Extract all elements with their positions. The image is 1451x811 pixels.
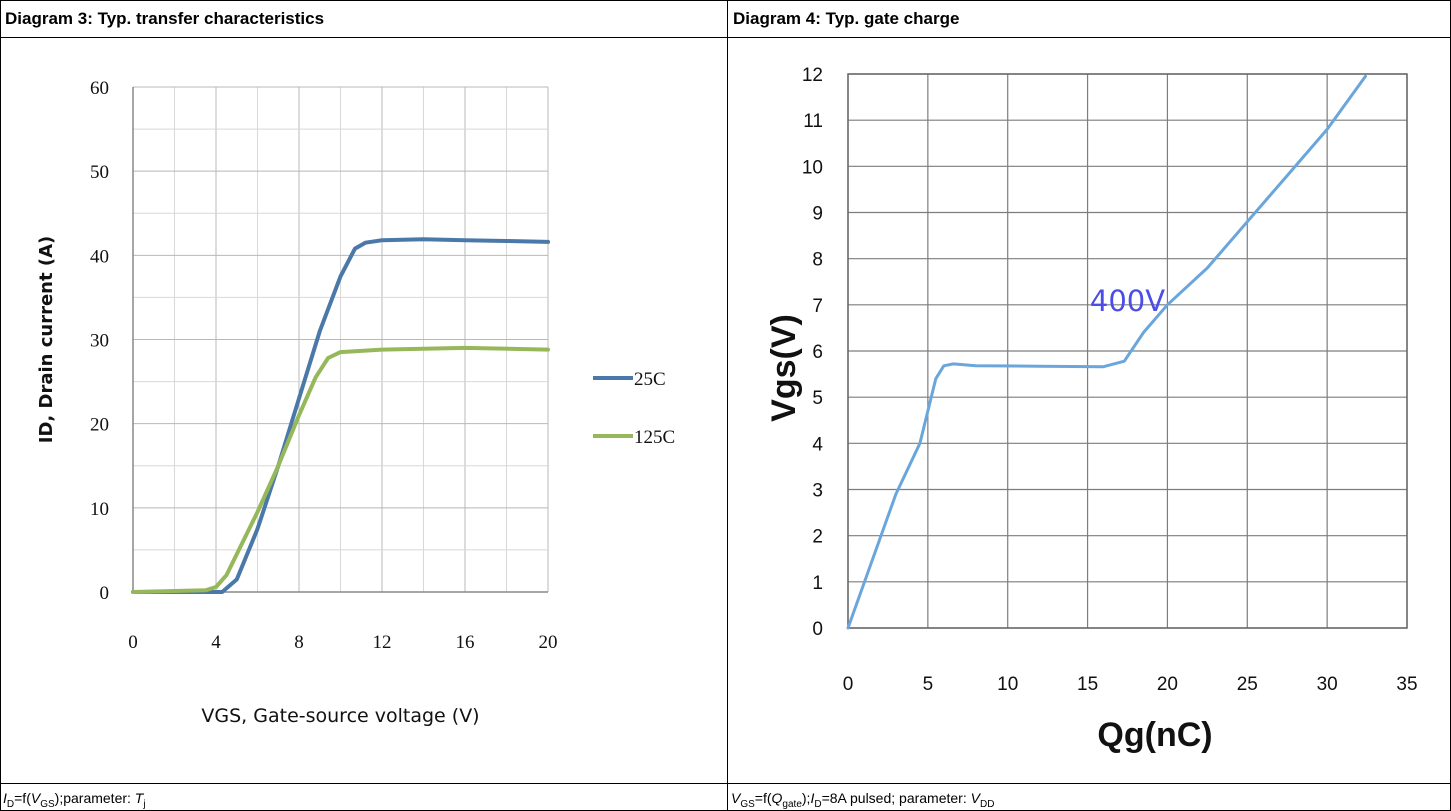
- y-tick-label: 1: [812, 573, 823, 594]
- y-tick-label: 2: [812, 527, 823, 548]
- y-tick-label: 40: [90, 246, 109, 267]
- x-axis-label: Qg(nC): [1097, 716, 1212, 754]
- diagram-3-footer: ID=f(VGS);parameter: Tj: [0, 783, 727, 811]
- x-tick-label: 8: [294, 632, 304, 653]
- diagram-3-panel: Diagram 3: Typ. transfer characteristics…: [0, 0, 727, 811]
- y-tick-label: 4: [812, 434, 823, 455]
- y-tick-label: 10: [802, 157, 823, 178]
- x-tick-label: 12: [373, 632, 392, 653]
- x-tick-label: 20: [1157, 674, 1178, 695]
- y-tick-label: 11: [803, 111, 823, 132]
- transfer-characteristics-chart: 0 4 8 12 16 20 0 10 20 30 40 50 60 VGS, Gate-source v…: [36, 78, 675, 727]
- y-tick-label: 20: [90, 415, 109, 436]
- x-tick-label: 4: [211, 632, 221, 653]
- y-axis-label: Vgs(V): [765, 314, 803, 422]
- series-line-25C: [131, 237, 550, 594]
- series-line: [846, 74, 1367, 630]
- voltage-annotation: 400V: [1090, 284, 1165, 318]
- y-tick-label: 9: [812, 204, 823, 225]
- x-tick-label: 10: [997, 674, 1018, 695]
- diagram-4-panel: Diagram 4: Typ. gate charge 0 5 10 15 20 25 30…: [728, 0, 1451, 811]
- gate-charge-chart: 0 5 10 15 20 25 30 350123456789101112Qg(nC)Vgs(…: [765, 65, 1418, 754]
- y-tick-label: 0: [100, 583, 110, 604]
- panel-divider: [727, 0, 728, 811]
- x-tick-label: 35: [1396, 674, 1417, 695]
- legend-label-25C: 25C: [634, 369, 666, 390]
- y-tick-label: 60: [90, 78, 109, 99]
- x-tick-label: 30: [1317, 674, 1338, 695]
- series-line-125C: [131, 345, 550, 594]
- x-tick-label: 25: [1237, 674, 1258, 695]
- x-tick-label: 0: [843, 674, 854, 695]
- x-axis-label: VGS, Gate-source voltage (V): [201, 705, 479, 727]
- x-tick-label: 5: [923, 674, 934, 695]
- y-tick-label: 8: [812, 250, 823, 271]
- y-axis-label: ID, Drain current (A): [36, 236, 57, 443]
- y-tick-label: 50: [90, 162, 109, 183]
- x-tick-label: 15: [1077, 674, 1098, 695]
- plot-border: [847, 73, 1408, 629]
- x-tick-label: 0: [128, 632, 138, 653]
- y-tick-label: 10: [90, 499, 109, 520]
- y-tick-label: 30: [90, 331, 109, 352]
- diagram-4-footer: VGS=f(Qgate);ID=8A pulsed; parameter: VD…: [728, 783, 1451, 811]
- y-tick-label: 7: [812, 296, 823, 317]
- legend-label-125C: 125C: [634, 427, 675, 448]
- y-tick-label: 5: [812, 388, 823, 409]
- diagram-4-header: Diagram 4: Typ. gate charge: [728, 0, 1451, 38]
- y-tick-label: 6: [812, 342, 823, 363]
- y-tick-label: 12: [802, 65, 823, 86]
- y-tick-label: 0: [812, 619, 823, 640]
- x-tick-label: 20: [539, 632, 558, 653]
- x-tick-label: 16: [456, 632, 475, 653]
- diagram-3-header: Diagram 3: Typ. transfer characteristics: [0, 0, 727, 38]
- y-tick-label: 3: [812, 481, 823, 502]
